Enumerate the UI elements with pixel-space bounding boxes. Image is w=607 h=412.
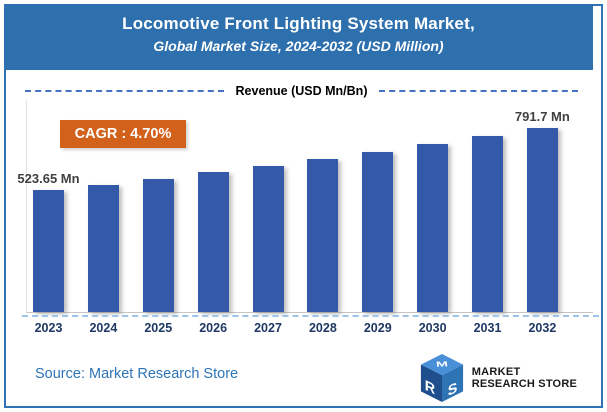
- plot-area: 2023 523.65 Mn 2024 2025 2026 2027 2028 2029 203…: [17, 100, 593, 335]
- year-label-2032: 2032: [528, 321, 557, 335]
- svg-text:R: R: [424, 377, 434, 398]
- bar-2029: 2029: [362, 152, 394, 335]
- brand-name-line2: RESEARCH STORE: [471, 378, 577, 390]
- mrs-cube-icon: M R S: [420, 354, 463, 402]
- year-label-2031: 2031: [473, 321, 502, 335]
- svg-text:M: M: [435, 361, 448, 369]
- bar-2028: 2028: [307, 159, 339, 335]
- year-label-2030: 2030: [418, 321, 447, 335]
- bar-2026: 2026: [197, 172, 229, 335]
- axis-title-row: Revenue (USD Mn/Bn): [25, 84, 579, 98]
- baseline-dashed-rule: [22, 315, 599, 317]
- value-label-2023: 523.65 Mn: [17, 171, 80, 186]
- svg-text:S: S: [447, 379, 457, 400]
- axis-title: Revenue (USD Mn/Bn): [235, 84, 368, 98]
- year-label-2024: 2024: [89, 321, 118, 335]
- brand-name-line1: MARKET: [471, 365, 521, 378]
- source-attribution: Source: Market Research Store: [35, 366, 239, 382]
- bar-2025: 2025: [142, 179, 174, 335]
- bar-2027: 2027: [252, 166, 284, 335]
- value-label-2032: 791.7 Mn: [514, 109, 570, 124]
- chart-title: Locomotive Front Lighting System Market,: [122, 14, 475, 33]
- bar-2030: 2030: [417, 144, 449, 335]
- brand-logo: M R S MARKET RESEARCH STORE: [419, 353, 577, 403]
- dashed-rule-right: [379, 90, 579, 92]
- chart-subtitle: Global Market Size, 2024-2032 (USD Milli…: [153, 38, 444, 54]
- bar-2023: 2023 523.65 Mn: [17, 171, 79, 335]
- year-label-2028: 2028: [308, 321, 337, 335]
- bar-2032: 2032 791.7 Mn: [515, 109, 570, 335]
- title-banner: Locomotive Front Lighting System Market,…: [4, 4, 593, 70]
- year-label-2026: 2026: [199, 321, 228, 335]
- year-label-2029: 2029: [363, 321, 392, 335]
- dashed-rule-left: [25, 90, 224, 92]
- year-label-2025: 2025: [144, 321, 173, 335]
- bar-2024: 2024: [87, 185, 119, 335]
- year-label-2023: 2023: [34, 321, 63, 335]
- cagr-badge: CAGR : 4.70%: [60, 120, 186, 148]
- bar-series: 2023 523.65 Mn 2024 2025 2026 2027 2028 2029 203…: [17, 100, 593, 335]
- bar-2031: 2031: [472, 136, 503, 335]
- year-label-2027: 2027: [254, 321, 282, 335]
- brand-name: MARKET RESEARCH STORE: [472, 366, 577, 390]
